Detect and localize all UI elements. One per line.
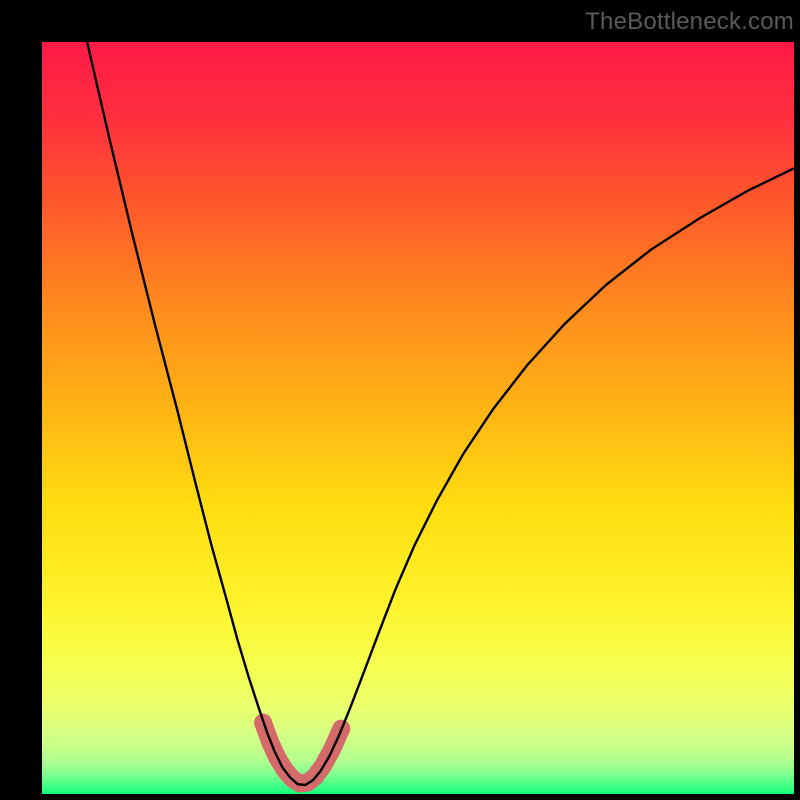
plot-area [42,42,794,794]
watermark-text: TheBottleneck.com [585,8,794,36]
outer-frame: TheBottleneck.com [0,0,800,800]
chart-svg [42,42,794,794]
bottleneck-curve [87,42,794,785]
